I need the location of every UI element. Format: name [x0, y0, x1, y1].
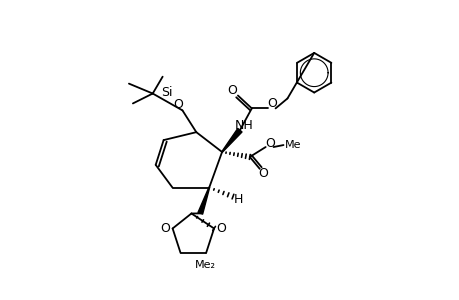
Text: O: O: [267, 97, 277, 110]
Text: O: O: [265, 136, 275, 150]
Text: O: O: [160, 222, 170, 235]
Polygon shape: [197, 188, 209, 214]
Polygon shape: [221, 128, 241, 152]
Text: O: O: [257, 167, 267, 180]
Text: Si: Si: [160, 86, 172, 99]
Text: H: H: [234, 193, 243, 206]
Text: NH: NH: [234, 119, 253, 132]
Text: Me₂: Me₂: [194, 260, 215, 270]
Text: O: O: [173, 98, 183, 111]
Text: O: O: [227, 84, 236, 97]
Text: Me: Me: [285, 140, 301, 150]
Text: O: O: [216, 222, 225, 235]
